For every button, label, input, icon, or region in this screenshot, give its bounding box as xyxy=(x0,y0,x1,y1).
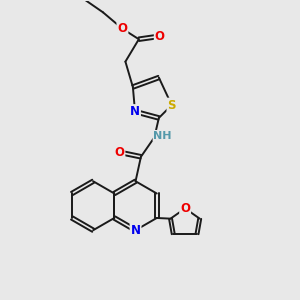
Text: O: O xyxy=(117,22,128,35)
Text: N: N xyxy=(130,105,140,118)
Text: O: O xyxy=(114,146,124,159)
Text: N: N xyxy=(130,224,141,237)
Text: O: O xyxy=(155,30,165,43)
Text: S: S xyxy=(167,99,176,112)
Text: O: O xyxy=(180,202,190,215)
Text: NH: NH xyxy=(154,131,172,141)
